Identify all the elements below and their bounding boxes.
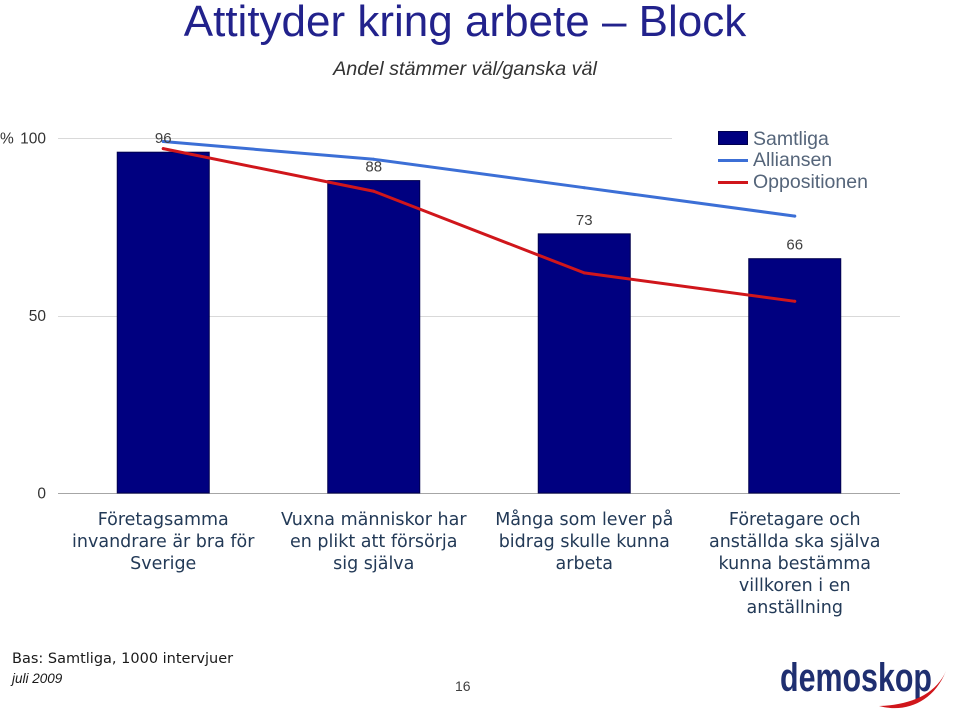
line-alliansen (161, 140, 797, 218)
base-note: Bas: Samtliga, 1000 intervjuer (12, 651, 234, 667)
y-tick-label-50: 50 (29, 308, 47, 325)
data-label-samtliga-2: 88 (365, 159, 382, 176)
chart-legend: Samtliga Alliansen Oppositionen (672, 126, 902, 196)
chart-plot: 0 50 100% 96 88 73 66 (0, 130, 900, 503)
slide-subtitle: Andel stämmer väl/ganska väl (333, 58, 597, 80)
point-oppositionen-4 (793, 299, 797, 303)
page-number: 16 (455, 678, 471, 694)
x-tick-label-4: Företagare och anställda ska själva kunn… (708, 510, 881, 618)
legend-swatch-samtliga (718, 131, 748, 145)
legend-swatch-alliansen (718, 158, 748, 162)
logo-wordmark: demoskop (780, 656, 932, 700)
slide-title: Attityder kring arbete – Block (183, 0, 747, 46)
legend-label-samtliga: Samtliga (753, 128, 829, 150)
point-alliansen-3 (582, 186, 586, 190)
demoskop-logo: demoskop (780, 656, 946, 709)
point-alliansen-1 (161, 140, 165, 144)
data-label-samtliga-1: 96 (155, 130, 172, 147)
legend-label-oppositionen: Oppositionen (753, 171, 868, 193)
y-tick-label-100: 100 (20, 131, 46, 148)
x-axis-labels: Företagsamma invandrare är bra för Sveri… (0, 509, 960, 629)
x-tick-label-1: Företagsamma invandrare är bra för Sveri… (72, 510, 255, 574)
logo-swoosh-icon (879, 671, 946, 709)
date-note: juli 2009 (12, 671, 63, 686)
bar-samtliga-4 (748, 258, 842, 494)
data-label-samtliga-4: 66 (786, 237, 803, 254)
point-alliansen-4 (793, 214, 797, 218)
point-oppositionen-3 (582, 271, 586, 275)
bar-samtliga-1 (116, 151, 210, 494)
legend-swatch-oppositionen (718, 180, 748, 184)
line-oppositionen (161, 147, 797, 303)
legend-item-samtliga: Samtliga (672, 128, 902, 150)
x-tick-label-3: Många som lever på bidrag skulle kunna a… (495, 510, 674, 574)
point-alliansen-2 (372, 157, 376, 161)
legend-item-oppositionen: Oppositionen (672, 171, 902, 193)
bar-samtliga-2 (327, 180, 421, 494)
data-label-samtliga-3: 73 (576, 212, 593, 229)
point-oppositionen-1 (161, 147, 165, 151)
legend-label-alliansen: Alliansen (753, 149, 833, 171)
legend-item-alliansen: Alliansen (672, 149, 902, 171)
point-oppositionen-2 (372, 189, 376, 193)
x-tick-label-2: Vuxna människor har en plikt att försörj… (280, 510, 467, 574)
y-tick-label-0: 0 (37, 486, 46, 503)
y-axis-unit-label: % (0, 131, 14, 148)
